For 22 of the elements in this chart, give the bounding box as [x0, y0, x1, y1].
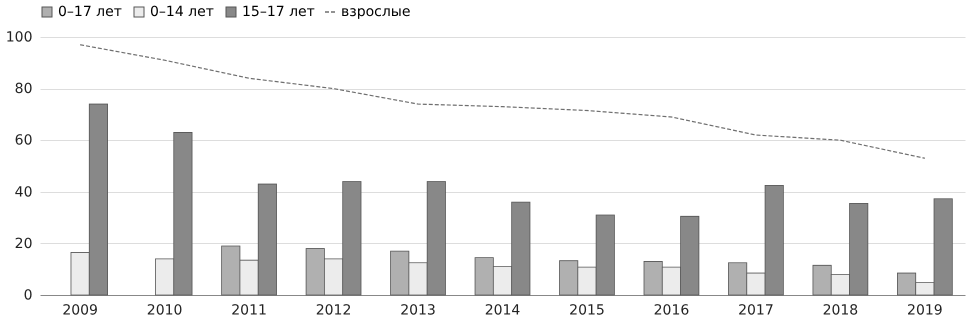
x-tick-label: 2015: [569, 302, 605, 318]
x-tick-label: 2014: [484, 302, 520, 318]
x-tick-label: 2011: [231, 302, 267, 318]
legend-label: взрослые: [341, 4, 410, 20]
y-tick-label: 100: [6, 30, 32, 46]
x-tick-label: 2009: [62, 302, 98, 318]
y-tick-label: 60: [14, 132, 32, 149]
legend-label: 0–17 лет: [58, 4, 122, 20]
y-tick-label: 20: [14, 236, 32, 252]
y-tick-label: 80: [14, 81, 32, 98]
x-tick-label: 2017: [738, 302, 774, 318]
x-tick-label: 2018: [822, 302, 858, 318]
x-tick-label: 2016: [654, 302, 690, 318]
legend-label: 0–14 лет: [150, 4, 214, 20]
x-tick-label: 2013: [400, 302, 436, 318]
x-tick-label: 2012: [316, 302, 352, 318]
y-tick-label: 0: [24, 288, 32, 304]
line-series: [80, 44, 926, 159]
x-tick-label: 2019: [907, 302, 943, 318]
legend-label: 15–17 лет: [242, 4, 315, 20]
x-tick-label: 2010: [146, 302, 182, 318]
y-tick-label: 40: [14, 184, 32, 200]
